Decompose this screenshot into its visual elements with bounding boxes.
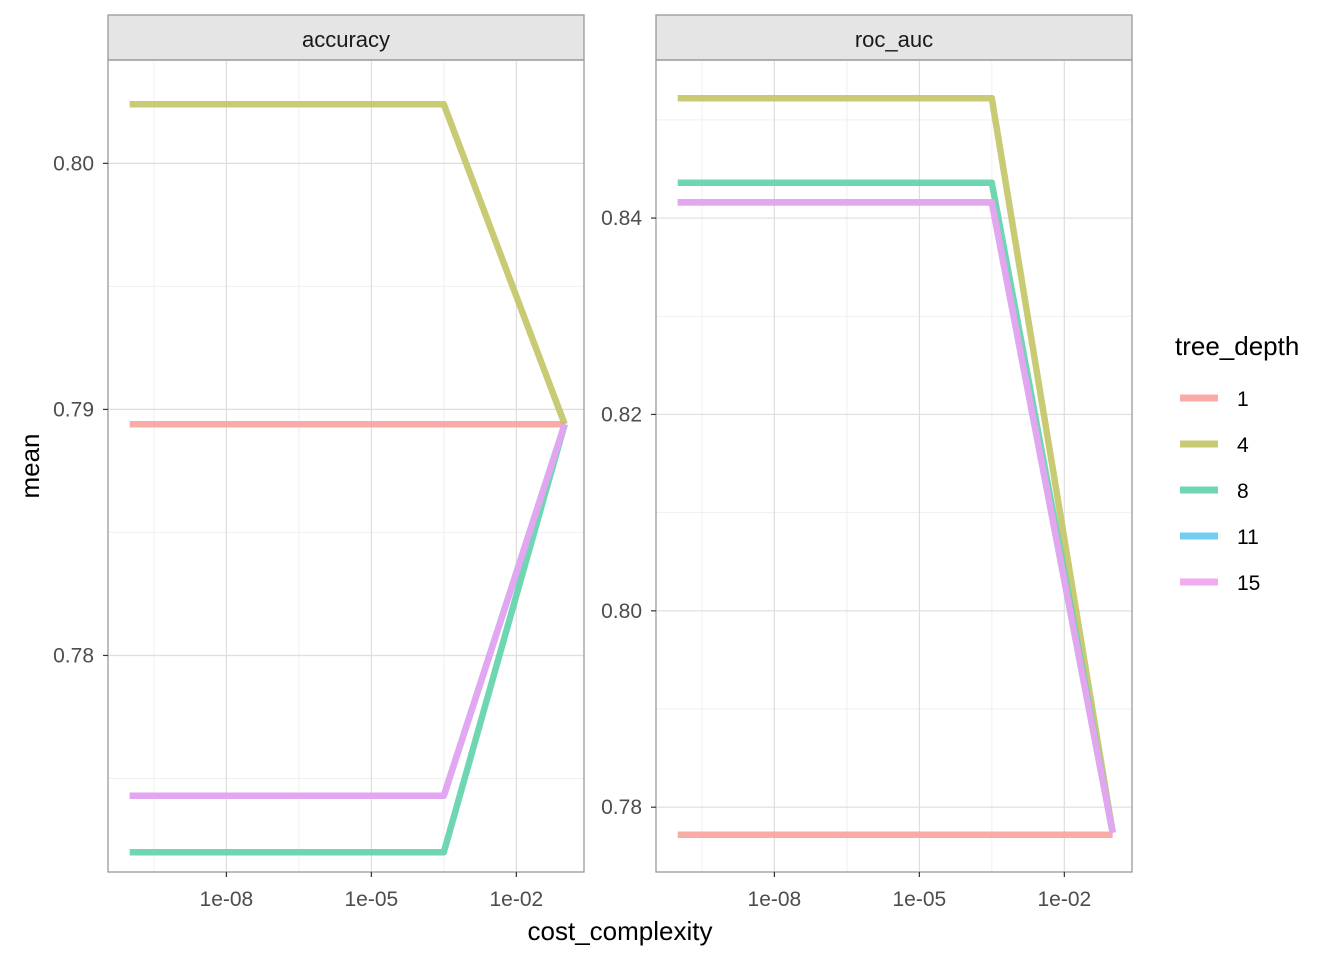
facet-strip <box>107 14 585 61</box>
x-tick-label: 1e-05 <box>893 888 947 911</box>
legend-label-depth-11: 11 <box>1237 526 1259 549</box>
panel-border <box>107 59 585 873</box>
y-tick-label: 0.82 <box>601 403 642 426</box>
panel-roc_auc: roc_auc 1e-08 1e-05 1e-02 0.78 0.80 0.82 0.84 <box>601 14 1133 911</box>
legend-label-depth-8: 8 <box>1237 480 1249 503</box>
y-tick-label: 0.79 <box>53 398 94 421</box>
facet-label: roc_auc <box>855 27 933 52</box>
legend-label-depth-4: 4 <box>1237 434 1249 457</box>
series-line-depth-15 <box>677 199 1116 834</box>
x-tick-label: 1e-05 <box>345 888 399 911</box>
y-axis-title: mean <box>15 433 45 498</box>
x-axis-title: cost_complexity <box>528 916 713 946</box>
series-line-depth-11 <box>677 199 1116 834</box>
legend-items: 1 4 8 11 15 <box>1180 388 1260 595</box>
panel-border <box>655 59 1133 873</box>
y-tick-label: 0.84 <box>601 207 642 230</box>
x-tick-label: 1e-02 <box>489 888 543 911</box>
facet-label: accuracy <box>302 27 390 52</box>
legend-label-depth-15: 15 <box>1237 572 1260 595</box>
series-line-depth-8 <box>129 423 568 856</box>
y-tick-label: 0.78 <box>53 644 94 667</box>
panel-accuracy: accuracy 1e-08 1e-05 1e-02 0.78 0.79 0.80 <box>53 14 585 911</box>
x-tick-label: 1e-02 <box>1037 888 1091 911</box>
x-tick-label: 1e-08 <box>748 888 802 911</box>
facet-strip <box>655 14 1133 61</box>
y-tick-label: 0.80 <box>53 152 94 175</box>
series-line-depth-11 <box>129 423 568 799</box>
y-tick-label: 0.80 <box>601 600 642 623</box>
series-line-depth-4 <box>677 95 1116 834</box>
y-tick-label: 0.78 <box>601 796 642 819</box>
series-line-depth-4 <box>129 101 568 426</box>
legend: tree_depth 1 4 8 11 15 <box>1175 331 1299 595</box>
series-line-depth-15 <box>129 423 568 799</box>
legend-label-depth-1: 1 <box>1237 388 1249 411</box>
x-tick-label: 1e-08 <box>200 888 254 911</box>
legend-title: tree_depth <box>1175 331 1299 361</box>
